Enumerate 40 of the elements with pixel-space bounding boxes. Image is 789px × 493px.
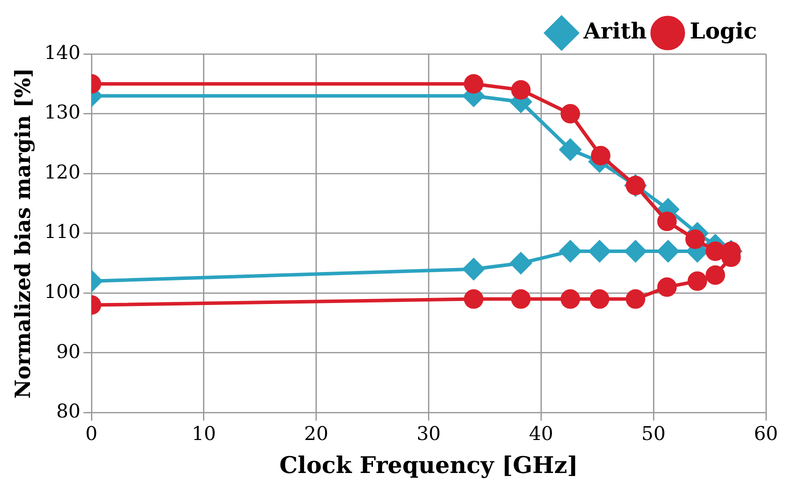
point bbox=[462, 258, 484, 280]
point bbox=[560, 104, 580, 124]
x-tick-label: 60 bbox=[754, 422, 778, 445]
point bbox=[657, 277, 677, 297]
x-tick-label: 30 bbox=[416, 422, 441, 445]
y-tick-label: 130 bbox=[44, 102, 80, 124]
x-tick-label: 10 bbox=[192, 422, 216, 445]
x-axis-title: Clock Frequency [GHz] bbox=[279, 452, 578, 480]
point bbox=[560, 138, 582, 160]
x-tick-label: 40 bbox=[529, 422, 554, 445]
x-tick-label: 20 bbox=[304, 422, 328, 445]
point bbox=[624, 240, 646, 262]
y-tick-label: 80 bbox=[56, 400, 80, 423]
y-tick-label: 110 bbox=[44, 221, 80, 244]
point bbox=[590, 146, 610, 166]
point bbox=[560, 240, 582, 262]
point bbox=[560, 289, 580, 309]
y-tick-label: 120 bbox=[44, 161, 80, 184]
point bbox=[590, 289, 610, 309]
point bbox=[464, 289, 484, 309]
point bbox=[657, 240, 679, 262]
point bbox=[511, 80, 531, 100]
y-tick-label: 140 bbox=[44, 42, 80, 64]
point bbox=[706, 265, 726, 285]
point bbox=[510, 252, 532, 274]
y-tick-label: 100 bbox=[44, 281, 80, 304]
point bbox=[626, 289, 646, 309]
point bbox=[685, 230, 705, 250]
point bbox=[588, 240, 610, 262]
point bbox=[464, 74, 484, 94]
point bbox=[511, 289, 531, 309]
x-tick-label: 50 bbox=[641, 422, 666, 445]
legend-label: Logic bbox=[690, 18, 758, 45]
y-tick-label: 90 bbox=[56, 340, 80, 363]
legend-label: Arith bbox=[582, 18, 647, 45]
point bbox=[657, 212, 677, 232]
y-axis-title: Normalized bias margin [%] bbox=[10, 68, 36, 399]
x-tick-label: 0 bbox=[85, 422, 98, 445]
point bbox=[706, 241, 726, 261]
point bbox=[688, 271, 708, 291]
